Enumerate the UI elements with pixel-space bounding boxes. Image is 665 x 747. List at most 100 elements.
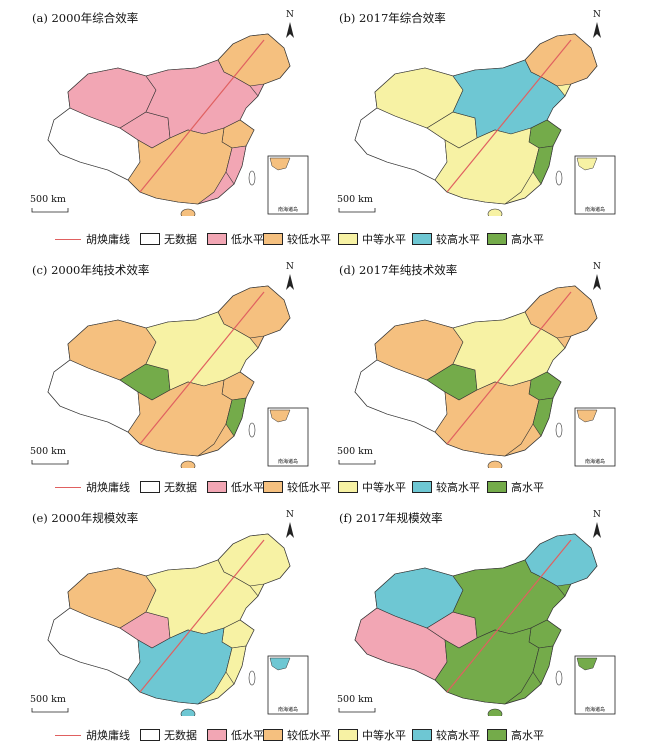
map-panel-c: 南海诸岛 (c) 2000年纯技术效率 N 500 km <box>28 260 328 468</box>
scale-bar-line <box>338 708 376 713</box>
hu-huanyong-line <box>446 291 572 445</box>
legend-item: 较高水平 <box>412 728 480 742</box>
legend-label: 高水平 <box>511 481 544 494</box>
legend-label: 较高水平 <box>436 729 480 742</box>
legend-label: 低水平 <box>231 481 264 494</box>
region-taiwan <box>555 422 563 438</box>
north-arrow-icon: N <box>286 510 294 520</box>
china-map: 南海诸岛 <box>338 522 616 716</box>
region-taiwan <box>248 670 256 686</box>
legend-color-swatch <box>140 481 160 493</box>
legend-label: 低水平 <box>231 233 264 246</box>
region-hainan <box>487 708 503 716</box>
legend-item: 较低水平 <box>263 232 331 246</box>
region-fujian <box>532 645 554 685</box>
legend-color-swatch <box>263 233 283 245</box>
legend-item: 较低水平 <box>263 480 331 494</box>
legend-label: 高水平 <box>511 233 544 246</box>
legend-color-swatch <box>140 729 160 741</box>
legend-line-swatch <box>55 734 81 736</box>
legend-line-swatch <box>55 486 81 488</box>
legend-color-swatch <box>338 233 358 245</box>
region-center <box>452 311 566 391</box>
north-arrow-shape <box>593 522 601 538</box>
legend-label: 较低水平 <box>287 729 331 742</box>
legend-color-swatch <box>412 233 432 245</box>
map-panel-a: 南海诸岛 (a) 2000年综合效率 N 500 km <box>28 8 328 216</box>
panel-title: (c) 2000年纯技术效率 <box>32 263 150 277</box>
legend-item: 高水平 <box>487 232 544 246</box>
legend-label: 较高水平 <box>436 233 480 246</box>
legend-item: 无数据 <box>140 480 197 494</box>
panel-title: (d) 2017年纯技术效率 <box>339 263 458 277</box>
legend-color-swatch <box>487 481 507 493</box>
china-map: 南海诸岛 <box>338 274 616 468</box>
inset-label: 南海诸岛 <box>585 458 605 465</box>
legend-item: 中等水平 <box>338 480 406 494</box>
region-fujian <box>225 397 247 437</box>
region-center <box>452 559 566 639</box>
legend-color-swatch <box>207 481 227 493</box>
map-panel-d: 南海诸岛 (d) 2017年纯技术效率 N 500 km <box>335 260 635 468</box>
inset-coast <box>576 657 598 671</box>
legend-color-swatch <box>140 233 160 245</box>
china-map: 南海诸岛 <box>338 22 616 216</box>
region-fujian <box>532 145 554 185</box>
hu-huanyong-line <box>139 539 265 693</box>
legend-item: 高水平 <box>487 728 544 742</box>
legend-color-swatch <box>338 729 358 741</box>
scale-bar-line <box>31 460 69 465</box>
scale-bar-line <box>338 208 376 213</box>
china-map: 南海诸岛 <box>31 274 309 468</box>
scale-bar: 500 km <box>30 694 66 705</box>
legend-color-swatch <box>207 729 227 741</box>
north-arrow-icon: N <box>593 262 601 272</box>
inset-label: 南海诸岛 <box>278 206 298 213</box>
region-fujian <box>225 145 247 185</box>
panel-title: (a) 2000年综合效率 <box>32 11 139 25</box>
scale-bar: 500 km <box>337 446 373 457</box>
scale-bar: 500 km <box>30 194 66 205</box>
legend-item: 中等水平 <box>338 728 406 742</box>
legend-color-swatch <box>412 729 432 741</box>
scale-bar: 500 km <box>337 194 373 205</box>
legend-item: 胡焕庸线 <box>55 232 130 246</box>
scale-bar-line <box>31 708 69 713</box>
legend-item: 较低水平 <box>263 728 331 742</box>
inset-coast <box>269 657 291 671</box>
hu-huanyong-line <box>446 39 572 193</box>
legend-item: 低水平 <box>207 232 264 246</box>
legend-color-swatch <box>412 481 432 493</box>
legend-item: 较高水平 <box>412 232 480 246</box>
region-hainan <box>487 208 503 216</box>
legend-item: 低水平 <box>207 480 264 494</box>
north-arrow-icon: N <box>593 10 601 20</box>
legend-line-swatch <box>55 238 81 240</box>
region-hainan <box>180 708 196 716</box>
inset-label: 南海诸岛 <box>278 458 298 465</box>
region-hainan <box>487 460 503 468</box>
panel-title: (b) 2017年综合效率 <box>339 11 446 25</box>
legend-label: 较低水平 <box>287 233 331 246</box>
legend-color-swatch <box>263 729 283 741</box>
region-center <box>145 559 259 639</box>
north-arrow-shape <box>286 22 294 38</box>
north-arrow-icon: N <box>286 10 294 20</box>
region-hainan <box>180 208 196 216</box>
legend-label: 中等水平 <box>362 233 406 246</box>
inset-label: 南海诸岛 <box>585 206 605 213</box>
legend-color-swatch <box>338 481 358 493</box>
legend-item: 无数据 <box>140 728 197 742</box>
legend-color-swatch <box>487 729 507 741</box>
panel-title: (e) 2000年规模效率 <box>32 511 139 525</box>
legend-item: 低水平 <box>207 728 264 742</box>
inset-label: 南海诸岛 <box>585 706 605 713</box>
north-arrow-icon: N <box>286 262 294 272</box>
legend-label: 较低水平 <box>287 481 331 494</box>
scale-bar: 500 km <box>30 446 66 457</box>
north-arrow-icon: N <box>593 510 601 520</box>
china-map: 南海诸岛 <box>31 22 309 216</box>
legend-item: 高水平 <box>487 480 544 494</box>
inset-label: 南海诸岛 <box>278 706 298 713</box>
north-arrow-shape <box>286 522 294 538</box>
